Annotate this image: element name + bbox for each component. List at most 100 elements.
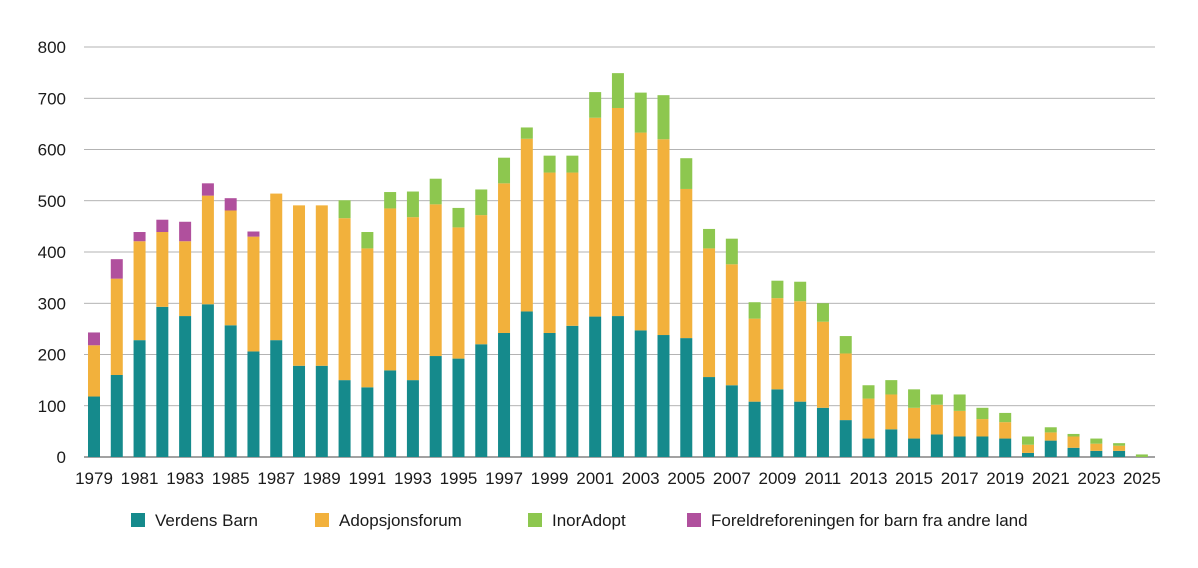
bar-segment-adopsjonsforum	[520, 138, 533, 312]
bar-segment-inoradopt	[1113, 443, 1126, 446]
bar-segment-inoradopt	[816, 303, 829, 322]
bar-segment-inoradopt	[611, 73, 624, 108]
x-tick-label: 2019	[986, 469, 1024, 488]
bar-segment-adopsjonsforum	[1090, 443, 1103, 451]
bar-segment-inoradopt	[566, 155, 579, 173]
x-tick-label: 2005	[667, 469, 705, 488]
bar-segment-verdens-barn	[452, 358, 465, 457]
x-tick-label: 2025	[1123, 469, 1161, 488]
x-tick-label: 2001	[576, 469, 614, 488]
bar-segment-inoradopt	[1090, 438, 1103, 444]
x-tick-label: 1981	[121, 469, 159, 488]
bar-segment-adopsjonsforum	[338, 218, 351, 381]
bar-segment-verdens-barn	[88, 396, 100, 457]
bar-segment-inoradopt	[1067, 433, 1080, 437]
bar-segment-verdens-barn	[611, 316, 624, 457]
y-tick-label: 200	[38, 346, 66, 365]
bar-segment-inoradopt	[885, 380, 898, 395]
bar-segment-adopsjonsforum	[156, 232, 169, 307]
bar-segment-verdens-barn	[1021, 452, 1034, 457]
bar-segment-inoradopt	[452, 207, 465, 228]
y-tick-label: 600	[38, 141, 66, 160]
bar-segment-verdens-barn	[293, 365, 306, 457]
legend-swatch	[687, 513, 701, 527]
bar-segment-adopsjonsforum	[293, 205, 306, 366]
x-tick-label: 2011	[805, 469, 842, 488]
bar-segment-adopsjonsforum	[1067, 436, 1080, 448]
x-tick-label: 1995	[440, 469, 478, 488]
y-tick-label: 400	[38, 243, 66, 262]
legend-swatch	[315, 513, 329, 527]
bar-segment-adopsjonsforum	[725, 264, 738, 386]
bar-segment-inoradopt	[1044, 427, 1057, 433]
bar-segment-verdens-barn	[475, 344, 488, 457]
bar-segment-verdens-barn	[133, 340, 146, 457]
bar-segment-adopsjonsforum	[498, 183, 511, 333]
bar-segment-adopsjonsforum	[862, 398, 875, 439]
bar-segment-adopsjonsforum	[634, 132, 647, 331]
bar-segment-adopsjonsforum	[1113, 445, 1126, 451]
bar-segment-verdens-barn	[1113, 450, 1126, 457]
x-tick-label: 1991	[348, 469, 386, 488]
bar-segment-verdens-barn	[657, 335, 670, 457]
bar-segment-adopsjonsforum	[452, 227, 465, 359]
bar-segment-verdens-barn	[315, 365, 328, 457]
legend-label: Foreldreforeningen for barn fra andre la…	[711, 511, 1028, 530]
bar-segment-inoradopt	[1021, 436, 1034, 445]
legend: Verdens Barn Adopsjonsforum InorAdopt Forel…	[131, 511, 1028, 530]
bar-segment-verdens-barn	[794, 401, 807, 457]
x-tick-label: 1997	[485, 469, 523, 488]
bar-segment-verdens-barn	[634, 330, 647, 457]
bar-segment-foreldreforeningen-for-barn-fra-andre-land	[110, 259, 123, 279]
bar-segment-verdens-barn	[839, 420, 852, 457]
bar-segment-adopsjonsforum	[1044, 432, 1057, 441]
bar-segment-verdens-barn	[1044, 440, 1057, 457]
x-tick-label: 2017	[941, 469, 979, 488]
y-tick-label: 800	[38, 38, 66, 57]
bar-segment-verdens-barn	[908, 438, 921, 457]
bar-segment-adopsjonsforum	[247, 236, 260, 352]
x-tick-label: 1993	[394, 469, 432, 488]
bar-segment-inoradopt	[794, 281, 807, 302]
bar-segment-verdens-barn	[429, 356, 442, 457]
bars	[88, 73, 1148, 457]
bar-segment-adopsjonsforum	[406, 217, 419, 381]
bar-segment-foreldreforeningen-for-barn-fra-andre-land	[179, 221, 192, 242]
bar-segment-adopsjonsforum	[794, 301, 807, 402]
bar-segment-inoradopt	[839, 336, 852, 354]
bar-segment-verdens-barn	[406, 380, 419, 457]
bar-segment-inoradopt	[862, 385, 875, 399]
bar-segment-verdens-barn	[384, 370, 397, 457]
bar-segment-inoradopt	[498, 157, 511, 184]
legend-label: InorAdopt	[552, 511, 626, 530]
bar-segment-inoradopt	[338, 200, 351, 219]
bar-segment-adopsjonsforum	[680, 188, 693, 339]
y-tick-label: 700	[38, 89, 66, 108]
bar-segment-adopsjonsforum	[703, 248, 716, 378]
bar-segment-verdens-barn	[771, 389, 784, 457]
bar-segment-adopsjonsforum	[908, 407, 921, 439]
bar-segment-adopsjonsforum	[611, 107, 624, 317]
y-tick-label: 500	[38, 192, 66, 211]
bar-segment-adopsjonsforum	[224, 210, 237, 326]
bar-segment-inoradopt	[976, 407, 989, 420]
x-tick-label: 1983	[166, 469, 204, 488]
x-tick-label: 1987	[257, 469, 295, 488]
bar-segment-adopsjonsforum	[133, 241, 146, 341]
bar-segment-inoradopt	[1135, 454, 1148, 457]
bar-segment-inoradopt	[703, 228, 716, 249]
bar-segment-foreldreforeningen-for-barn-fra-andre-land	[224, 198, 237, 211]
bar-segment-verdens-barn	[748, 401, 761, 457]
bar-segment-foreldreforeningen-for-barn-fra-andre-land	[247, 231, 260, 237]
bar-segment-adopsjonsforum	[748, 318, 761, 402]
bar-segment-inoradopt	[725, 238, 738, 265]
bar-segment-inoradopt	[930, 394, 943, 405]
bar-segment-adopsjonsforum	[816, 321, 829, 408]
bar-segment-adopsjonsforum	[475, 215, 488, 345]
bar-segment-inoradopt	[429, 178, 442, 205]
bar-segment-inoradopt	[657, 95, 670, 140]
bar-segment-adopsjonsforum	[566, 172, 579, 326]
bar-segment-verdens-barn	[930, 434, 943, 457]
x-axis-tick-labels: 1979 1981 1983 1985 1987 1989 1991 1993 1995 1997…	[75, 469, 1161, 488]
x-tick-label: 2021	[1032, 469, 1070, 488]
